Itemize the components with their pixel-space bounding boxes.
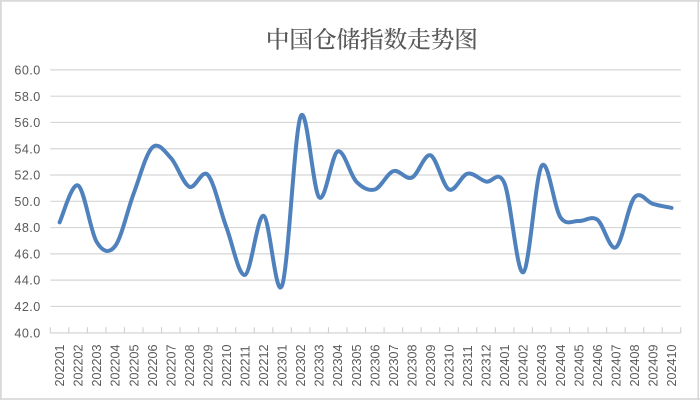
svg-text:202301: 202301	[276, 344, 290, 386]
svg-text:202405: 202405	[572, 344, 586, 386]
svg-text:202307: 202307	[387, 344, 401, 386]
svg-text:202203: 202203	[90, 344, 104, 386]
svg-text:202402: 202402	[517, 344, 531, 386]
svg-text:202205: 202205	[127, 344, 141, 386]
svg-text:202204: 202204	[109, 344, 123, 386]
svg-text:202208: 202208	[183, 344, 197, 386]
svg-text:46.0: 46.0	[14, 247, 40, 261]
svg-text:202410: 202410	[665, 344, 679, 386]
svg-text:202210: 202210	[220, 344, 234, 386]
svg-text:202305: 202305	[350, 344, 364, 386]
svg-text:202310: 202310	[443, 344, 457, 386]
svg-text:202403: 202403	[535, 344, 549, 386]
svg-text:202201: 202201	[53, 344, 67, 386]
svg-text:202406: 202406	[591, 344, 605, 386]
svg-text:50.0: 50.0	[14, 195, 40, 209]
svg-text:48.0: 48.0	[14, 221, 40, 235]
svg-text:40.0: 40.0	[14, 326, 40, 340]
svg-text:202309: 202309	[424, 344, 438, 386]
svg-text:202302: 202302	[294, 344, 308, 386]
svg-text:202408: 202408	[628, 344, 642, 386]
svg-text:202207: 202207	[164, 344, 178, 386]
svg-text:44.0: 44.0	[14, 274, 40, 288]
svg-text:202212: 202212	[257, 344, 271, 386]
svg-text:202308: 202308	[405, 344, 419, 386]
svg-text:202401: 202401	[498, 344, 512, 386]
svg-text:52.0: 52.0	[14, 169, 40, 183]
svg-text:56.0: 56.0	[14, 116, 40, 130]
svg-text:202404: 202404	[554, 344, 568, 386]
svg-text:202211: 202211	[239, 345, 253, 386]
svg-text:202409: 202409	[646, 344, 660, 386]
svg-text:202311: 202311	[461, 345, 475, 386]
svg-text:202306: 202306	[368, 344, 382, 386]
svg-text:202206: 202206	[146, 344, 160, 386]
svg-text:202303: 202303	[313, 344, 327, 386]
svg-text:58.0: 58.0	[14, 90, 40, 104]
svg-text:202312: 202312	[480, 344, 494, 386]
svg-text:202304: 202304	[331, 344, 345, 386]
svg-text:54.0: 54.0	[14, 142, 40, 156]
svg-text:202407: 202407	[609, 344, 623, 386]
svg-text:202202: 202202	[72, 344, 86, 386]
svg-text:60.0: 60.0	[14, 64, 40, 78]
svg-text:42.0: 42.0	[14, 300, 40, 314]
svg-text:202209: 202209	[201, 344, 215, 386]
